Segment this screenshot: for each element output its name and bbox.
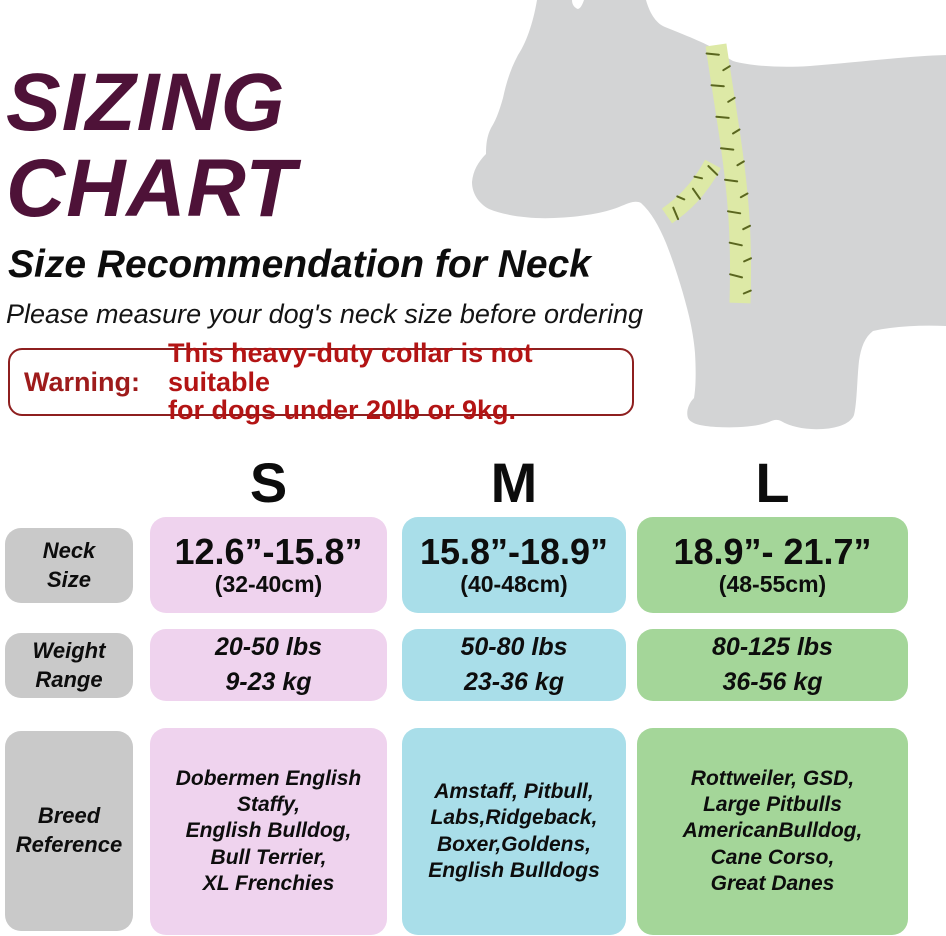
page-title: SIZING CHART (6, 57, 297, 235)
weight-range-cell-s: 20-50 lbs 9-23 kg (150, 629, 387, 701)
dog-body-shape (472, 0, 946, 430)
neck-size-cm-s: (32-40cm) (214, 571, 323, 598)
row-label-neck-size: Neck Size (5, 528, 133, 603)
measure-instruction: Please measure your dog's neck size befo… (6, 299, 644, 329)
neck-size-inches-m: 15.8”-18.9” (419, 531, 609, 573)
weight-range-cell-m: 50-80 lbs 23-36 kg (402, 629, 626, 701)
neck-size-inches-l: 18.9”- 21.7” (673, 531, 872, 573)
neck-size-cell-m: 15.8”-18.9” (40-48cm) (402, 517, 626, 613)
column-header-m: M (490, 450, 538, 514)
row-label-weight-range: Weight Range (5, 633, 133, 698)
breed-reference-cell-s: Dobermen English Staffy, English Bulldog… (150, 728, 387, 935)
measuring-tape-graphic (705, 43, 752, 304)
neck-size-cm-l: (48-55cm) (718, 571, 827, 598)
measuring-tape-collar-graphic (661, 159, 721, 224)
column-header-l: L (755, 450, 790, 514)
breed-reference-cell-m: Amstaff, Pitbull, Labs,Ridgeback, Boxer,… (402, 728, 626, 935)
subtitle: Size Recommendation for Neck (8, 243, 591, 286)
neck-size-cell-s: 12.6”-15.8” (32-40cm) (150, 517, 387, 613)
column-header-s: S (249, 450, 288, 514)
breed-reference-cell-l: Rottweiler, GSD, Large Pitbulls American… (637, 728, 908, 935)
neck-size-cell-l: 18.9”- 21.7” (48-55cm) (637, 517, 908, 613)
measuring-tape-ticks (672, 52, 752, 295)
warning-message: This heavy-duty collar is not suitable f… (167, 338, 533, 426)
neck-size-inches-s: 12.6”-15.8” (174, 531, 363, 573)
warning-box: Warning: This heavy-duty collar is not s… (8, 339, 634, 424)
weight-range-cell-l: 80-125 lbs 36-56 kg (637, 629, 908, 701)
row-label-breed-reference: Breed Reference (5, 731, 133, 931)
neck-size-cm-m: (40-48cm) (460, 571, 568, 598)
dog-silhouette-image (472, 0, 946, 430)
warning-label: Warning: (24, 366, 140, 397)
